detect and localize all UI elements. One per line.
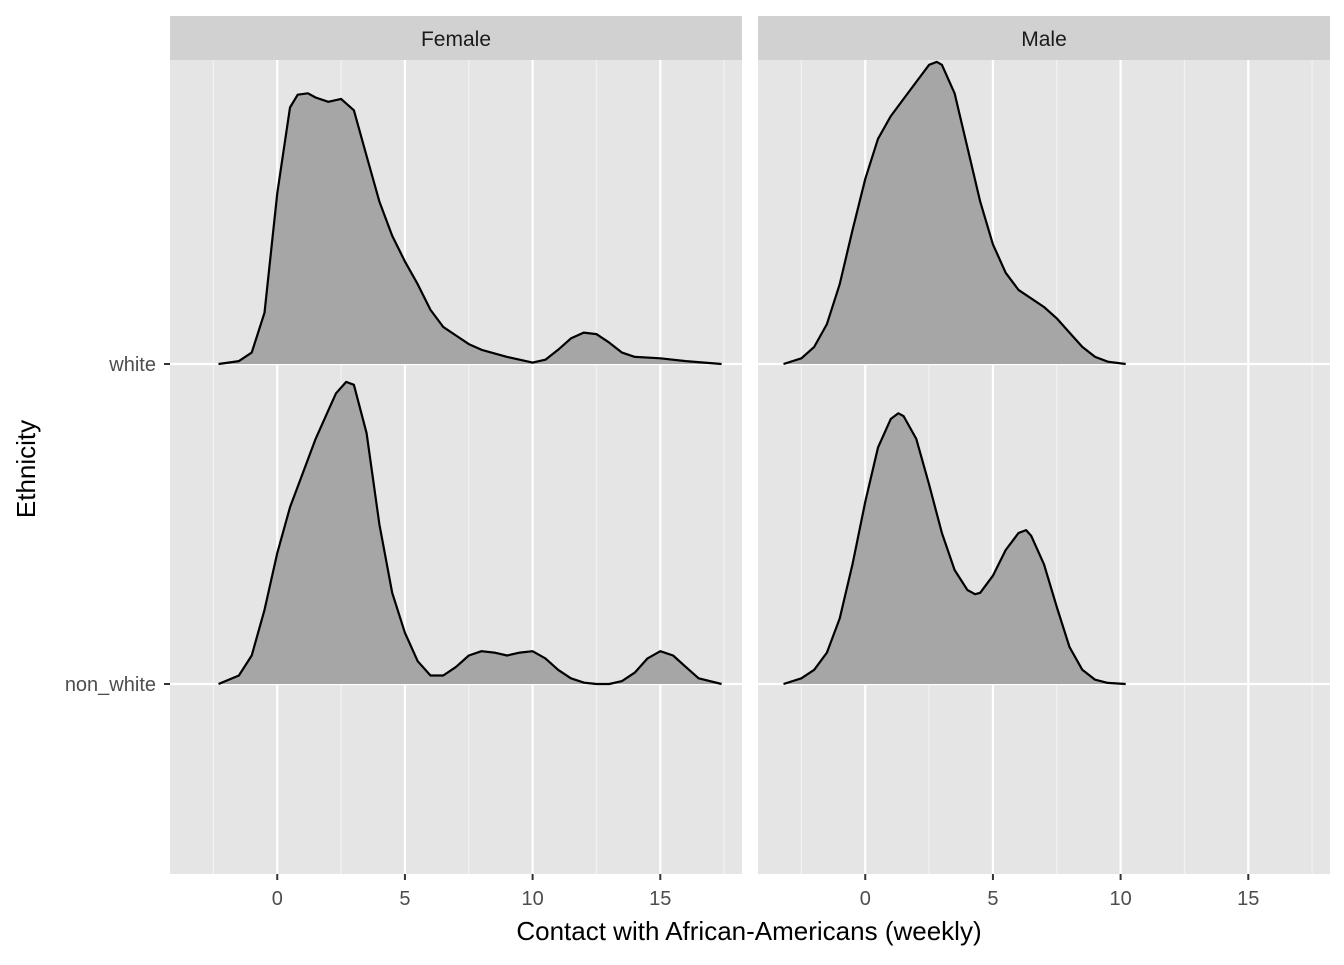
facet-strip bbox=[170, 16, 742, 60]
density-line-white bbox=[218, 92, 722, 366]
density-line-non_white bbox=[783, 412, 1126, 686]
panels-layer: Female 0 5 10 15 Male 0 5 10 15 bbox=[170, 16, 1330, 910]
density-area-white bbox=[783, 61, 1126, 365]
x-tick-label: 0 bbox=[860, 888, 871, 910]
density-area-white bbox=[218, 93, 722, 365]
x-tick-label: 15 bbox=[1237, 888, 1259, 910]
y-axis-title: Ethnicity bbox=[11, 420, 41, 518]
density-area-non_white bbox=[218, 381, 722, 684]
facet-strip bbox=[758, 16, 1330, 60]
facet-panel-female: Female 0 5 10 15 bbox=[170, 16, 742, 910]
x-tick-label: 0 bbox=[272, 888, 283, 910]
density-line-non_white bbox=[218, 380, 722, 686]
x-axis-title: Contact with African-Americans (weekly) bbox=[516, 916, 981, 946]
x-tick-label: 10 bbox=[521, 888, 543, 910]
facet-panel-male: Male 0 5 10 15 bbox=[758, 16, 1330, 910]
facet-strip-label: Male bbox=[1021, 28, 1067, 51]
density-area-non_white bbox=[783, 413, 1126, 684]
y-tick-label-white: white bbox=[108, 354, 156, 376]
x-tick-label: 5 bbox=[399, 888, 410, 910]
panel-background bbox=[758, 60, 1330, 874]
density-line-white bbox=[783, 60, 1126, 366]
panel-background bbox=[170, 60, 742, 874]
x-tick-label: 10 bbox=[1109, 888, 1131, 910]
x-tick-label: 15 bbox=[649, 888, 671, 910]
y-axis: white non_white bbox=[65, 354, 170, 696]
y-tick-label-non_white: non_white bbox=[65, 674, 156, 696]
x-tick-label: 5 bbox=[987, 888, 998, 910]
facet-strip-label: Female bbox=[421, 28, 491, 51]
